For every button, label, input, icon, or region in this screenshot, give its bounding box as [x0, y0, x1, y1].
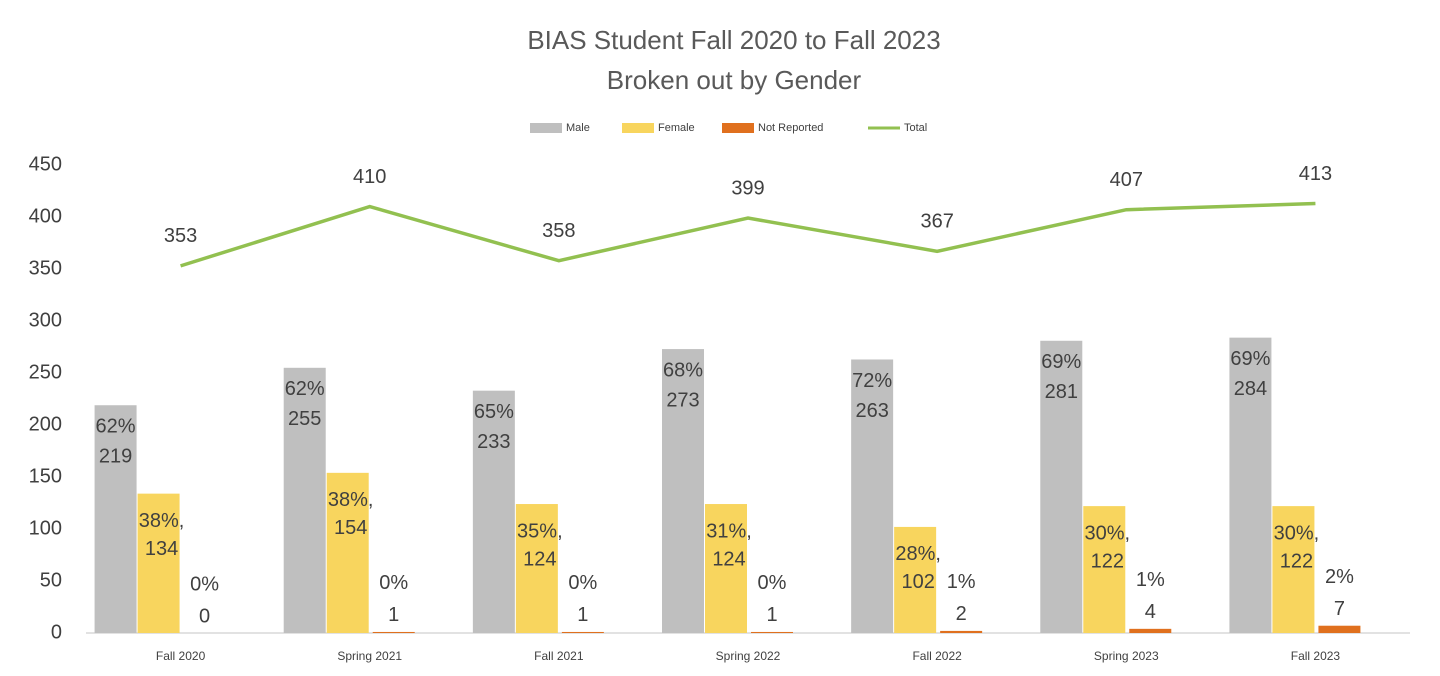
data-label: 1% [1136, 569, 1165, 591]
y-tick-label: 150 [29, 465, 62, 487]
data-label: 413 [1299, 163, 1332, 185]
data-label: 1 [388, 604, 399, 626]
data-label: 1 [766, 604, 777, 626]
y-tick-label: 0 [51, 621, 62, 643]
data-label: 38%, [328, 489, 374, 511]
data-label: 353 [164, 225, 197, 247]
x-tick-label: Fall 2023 [1291, 649, 1341, 663]
data-label: 72% [852, 370, 892, 392]
y-tick-label: 100 [29, 517, 62, 539]
data-label: 124 [523, 548, 556, 570]
data-label: 35%, [517, 520, 563, 542]
data-label: 154 [334, 517, 367, 539]
bar [751, 631, 793, 633]
data-label: 68% [663, 359, 703, 381]
bar [894, 526, 937, 633]
legend-label: Total [904, 122, 927, 134]
legend-swatch [530, 123, 562, 133]
data-label: 7 [1334, 598, 1345, 620]
data-label: 367 [920, 211, 953, 233]
x-tick-label: Fall 2022 [912, 649, 962, 663]
chart-title: BIAS Student Fall 2020 to Fall 2023 [527, 25, 940, 55]
data-label: 30%, [1274, 522, 1320, 544]
data-label: 62% [96, 416, 136, 438]
y-tick-label: 250 [29, 361, 62, 383]
data-label: 124 [712, 548, 745, 570]
y-tick-label: 450 [29, 153, 62, 175]
data-label: 28%, [895, 543, 941, 565]
y-tick-label: 400 [29, 205, 62, 227]
bar [515, 504, 558, 633]
data-label: 273 [666, 389, 699, 411]
data-label: 358 [542, 220, 575, 242]
data-label: 38%, [139, 510, 185, 532]
bar [851, 359, 894, 633]
legend-label: Female [658, 122, 695, 134]
data-label: 1 [577, 604, 588, 626]
data-label: 65% [474, 401, 514, 423]
data-label: 69% [1041, 351, 1081, 373]
chart-subtitle: Broken out by Gender [607, 65, 862, 95]
bar [1129, 628, 1172, 633]
bar [561, 631, 604, 633]
bar [1083, 506, 1126, 633]
x-tick-label: Spring 2022 [716, 649, 781, 663]
bar [705, 504, 747, 633]
legend-label: Male [566, 122, 590, 134]
data-label: 0 [199, 605, 210, 627]
legend-label: Not Reported [758, 122, 823, 134]
bar [1272, 506, 1315, 633]
data-label: 233 [477, 431, 510, 453]
data-label: 1% [947, 571, 976, 593]
data-label: 255 [288, 408, 321, 430]
data-label: 399 [731, 177, 764, 199]
bar [283, 367, 326, 633]
data-label: 102 [901, 571, 934, 593]
data-label: 2 [956, 603, 967, 625]
x-tick-label: Fall 2021 [534, 649, 584, 663]
data-label: 122 [1280, 550, 1313, 572]
data-label: 122 [1091, 550, 1124, 572]
data-label: 0% [379, 572, 408, 594]
x-tick-label: Spring 2021 [337, 649, 402, 663]
bar [940, 630, 983, 633]
data-label: 284 [1234, 378, 1267, 400]
data-label: 281 [1045, 381, 1078, 403]
y-tick-label: 50 [40, 569, 62, 591]
data-label: 407 [1110, 169, 1143, 191]
data-label: 263 [855, 400, 888, 422]
bar [472, 390, 515, 633]
y-tick-label: 300 [29, 309, 62, 331]
data-label: 0% [190, 573, 219, 595]
data-label: 134 [145, 538, 178, 560]
bar [137, 493, 180, 633]
data-label: 4 [1145, 601, 1156, 623]
bar [662, 349, 704, 633]
bar [372, 631, 415, 633]
data-label: 31%, [706, 520, 752, 542]
data-label: 0% [568, 572, 597, 594]
legend-swatch [622, 123, 654, 133]
bar [1229, 337, 1272, 633]
data-label: 0% [758, 572, 787, 594]
x-tick-label: Spring 2023 [1094, 649, 1159, 663]
y-tick-label: 350 [29, 257, 62, 279]
bar [1318, 625, 1361, 633]
data-label: 69% [1230, 348, 1270, 370]
bar [94, 405, 137, 633]
legend-swatch [722, 123, 754, 133]
data-label: 219 [99, 446, 132, 468]
line [180, 201, 1316, 268]
data-label: 410 [353, 166, 386, 188]
bar [326, 472, 369, 633]
data-label: 62% [285, 378, 325, 400]
data-label: 2% [1325, 566, 1354, 588]
bar [1040, 340, 1083, 633]
data-label: 30%, [1084, 522, 1130, 544]
x-tick-label: Fall 2020 [156, 649, 206, 663]
y-tick-label: 200 [29, 413, 62, 435]
